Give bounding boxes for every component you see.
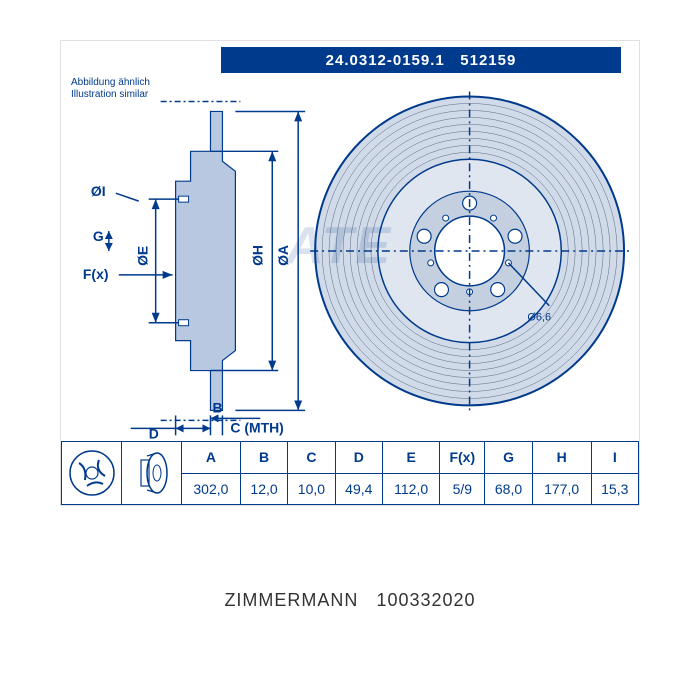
footer-brand: ZIMMERMANN [224,590,358,610]
label-diaI: ØI [91,183,106,199]
label-diaE: ØE [135,246,151,266]
label-D: D [149,425,159,441]
col-Fx: F(x) [440,442,485,474]
spec-table: A B C D E F(x) G H I 302,0 12,0 10,0 49,… [61,441,639,505]
footer: ZIMMERMANN 100332020 [0,590,700,611]
col-I: I [591,442,638,474]
val-A: 302,0 [182,473,241,505]
val-C: 10,0 [288,473,335,505]
technical-drawing: ØA ØH ØE ØI G F(x) [61,41,639,441]
col-G: G [485,442,532,474]
col-H: H [532,442,591,474]
val-Fx: 5/9 [440,473,485,505]
val-G: 68,0 [485,473,532,505]
diagram-area: 24.0312-0159.1 512159 Abbildung ähnlich … [61,41,639,441]
label-B: B [212,399,222,415]
label-Fx: F(x) [83,266,109,282]
spec-header-row: A B C D E F(x) G H I [62,442,639,474]
label-diaH: ØH [249,245,265,266]
val-E: 112,0 [382,473,439,505]
col-B: B [240,442,287,474]
val-I: 15,3 [591,473,638,505]
val-D: 49,4 [335,473,382,505]
col-A: A [182,442,241,474]
col-C: C [288,442,335,474]
val-H: 177,0 [532,473,591,505]
footer-code: 100332020 [376,590,475,610]
label-hole: Ø6,6 [527,312,551,324]
val-B: 12,0 [240,473,287,505]
label-diaA: ØA [275,245,291,266]
disc-slot-icon [62,442,122,505]
label-G: G [93,228,104,244]
label-C: C (MTH) [230,419,283,435]
col-E: E [382,442,439,474]
product-card: 24.0312-0159.1 512159 Abbildung ähnlich … [60,40,640,506]
disc-side-icon [122,442,182,505]
col-D: D [335,442,382,474]
